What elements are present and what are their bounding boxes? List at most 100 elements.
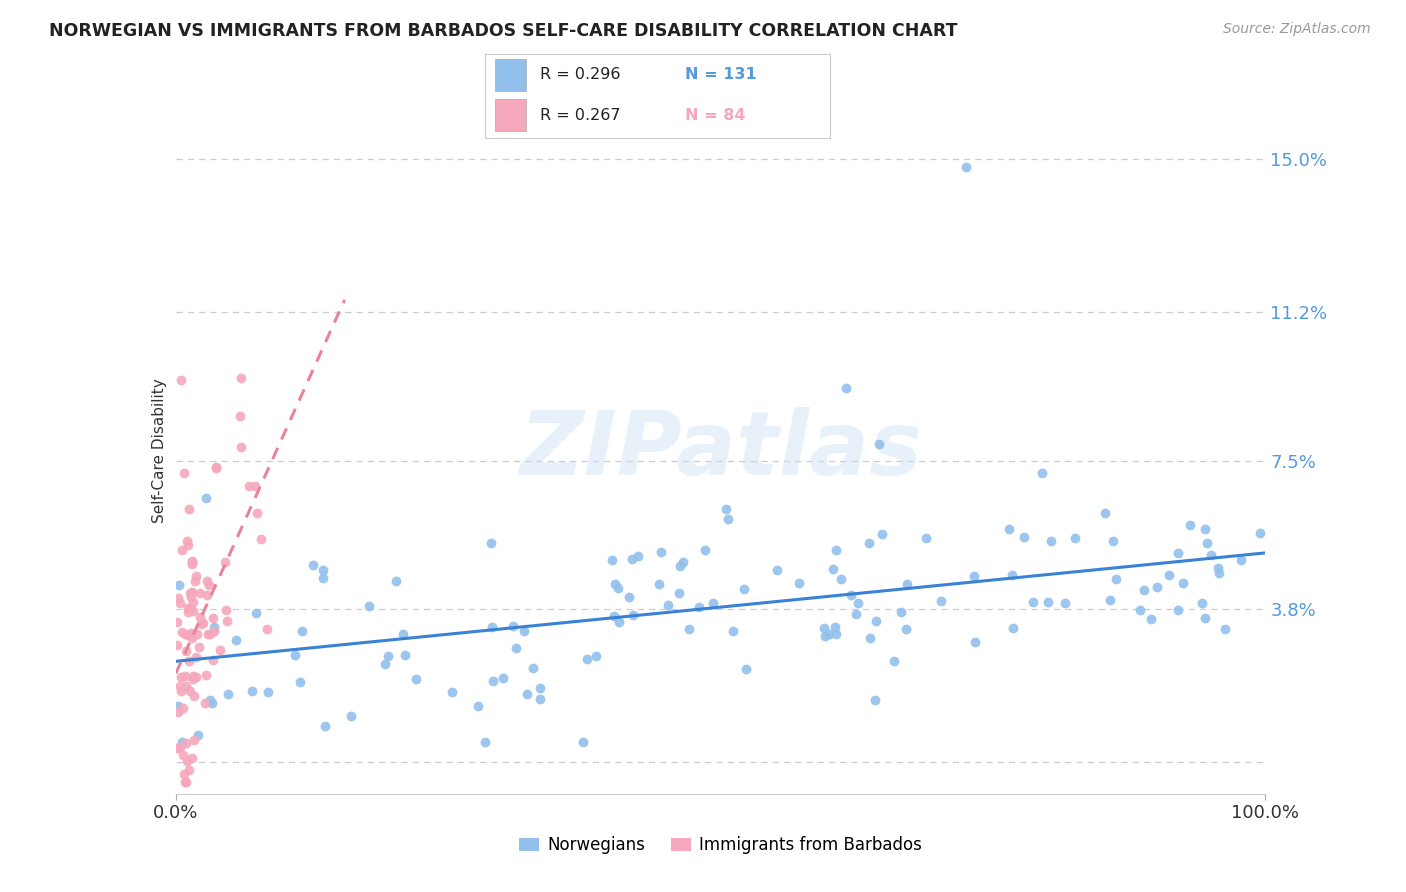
Point: [177, 627, 200, 641]
Point: [181, 557, 204, 571]
Point: [1139, 612, 1161, 626]
Point: [1063, 531, 1085, 545]
Point: [172, 700, 194, 714]
Point: [181, 554, 204, 568]
Point: [603, 608, 626, 623]
Point: [170, 670, 193, 684]
Point: [1157, 567, 1180, 582]
Point: [835, 381, 858, 395]
Point: [1038, 595, 1060, 609]
Point: [1178, 518, 1201, 533]
Point: [474, 734, 496, 748]
Point: [1001, 568, 1024, 582]
Point: [505, 640, 527, 655]
Point: [198, 693, 221, 707]
Point: [1022, 595, 1045, 609]
Point: [1191, 596, 1213, 610]
Point: [169, 596, 191, 610]
Point: [883, 654, 905, 668]
Point: [173, 466, 195, 480]
Point: [201, 653, 224, 667]
Point: [657, 598, 679, 612]
Point: [1167, 546, 1189, 560]
Point: [195, 588, 218, 602]
Point: [688, 600, 710, 615]
Point: [215, 603, 238, 617]
Point: [522, 660, 544, 674]
Point: [177, 538, 200, 552]
Point: [702, 596, 724, 610]
Point: [229, 409, 252, 424]
Point: [669, 558, 692, 573]
Point: [1208, 566, 1230, 580]
Point: [896, 577, 918, 591]
Point: [177, 606, 200, 620]
Point: [176, 601, 198, 615]
Point: [678, 623, 700, 637]
Point: [179, 586, 201, 600]
Point: [246, 506, 269, 520]
Point: [1249, 525, 1271, 540]
Point: [1102, 533, 1125, 548]
Point: [467, 698, 489, 713]
Point: [621, 608, 644, 623]
Point: [240, 684, 263, 698]
Point: [176, 754, 198, 768]
Point: [194, 697, 217, 711]
Point: [174, 669, 197, 683]
Point: [181, 631, 204, 645]
Point: [789, 576, 811, 591]
Point: [173, 627, 195, 641]
Text: NORWEGIAN VS IMMIGRANTS FROM BARBADOS SELF-CARE DISABILITY CORRELATION CHART: NORWEGIAN VS IMMIGRANTS FROM BARBADOS SE…: [49, 22, 957, 40]
Point: [848, 596, 870, 610]
Point: [1001, 621, 1024, 635]
Point: [214, 555, 236, 569]
Point: [824, 620, 846, 634]
Point: [1171, 576, 1194, 591]
Point: [184, 650, 207, 665]
Point: [1129, 603, 1152, 617]
Point: [191, 616, 214, 631]
Point: [359, 599, 381, 614]
Point: [600, 553, 623, 567]
FancyBboxPatch shape: [495, 99, 526, 131]
Text: N = 84: N = 84: [685, 108, 745, 123]
Text: Source: ZipAtlas.com: Source: ZipAtlas.com: [1223, 22, 1371, 37]
Point: [627, 549, 650, 564]
Y-axis label: Self-Care Disability: Self-Care Disability: [152, 378, 167, 523]
Point: [1194, 611, 1216, 625]
Point: [256, 623, 278, 637]
Point: [180, 626, 202, 640]
Point: [717, 512, 740, 526]
Point: [830, 572, 852, 586]
Point: [197, 627, 219, 641]
Point: [576, 652, 599, 666]
Point: [245, 606, 267, 620]
Point: [180, 590, 202, 604]
Point: [184, 569, 207, 583]
Point: [1040, 534, 1063, 549]
Point: [170, 373, 193, 387]
Point: [1199, 548, 1222, 562]
Point: [231, 440, 253, 454]
Point: [188, 586, 211, 600]
Point: [603, 576, 626, 591]
Point: [813, 621, 835, 635]
Point: [1133, 583, 1156, 598]
Point: [516, 688, 538, 702]
Point: [529, 691, 551, 706]
Point: [238, 479, 260, 493]
Point: [166, 706, 188, 720]
Point: [955, 161, 977, 175]
Point: [184, 670, 207, 684]
Point: [340, 709, 363, 723]
Point: [585, 649, 607, 664]
Point: [169, 679, 191, 693]
Point: [194, 668, 217, 682]
Point: [183, 672, 205, 686]
Point: [492, 672, 515, 686]
Point: [202, 624, 225, 638]
Point: [201, 611, 224, 625]
Point: [825, 542, 848, 557]
Point: [377, 649, 399, 664]
